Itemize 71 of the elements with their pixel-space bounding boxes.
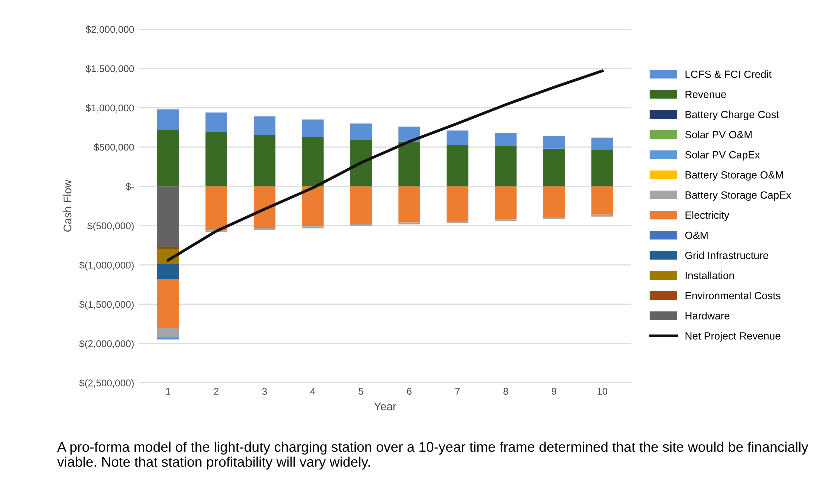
bar xyxy=(254,116,276,136)
bar xyxy=(350,186,372,224)
y-tick-label: $1,000,000 xyxy=(86,104,134,113)
bar xyxy=(157,264,180,280)
legend-label: Hardware xyxy=(686,312,730,320)
bar xyxy=(592,138,614,150)
bar xyxy=(350,124,372,140)
bar xyxy=(592,186,614,215)
y-tick-label: $2,000,000 xyxy=(86,26,134,34)
bar xyxy=(206,132,228,187)
y-tick-label: $500,000 xyxy=(94,144,134,152)
bar xyxy=(302,120,324,138)
bar xyxy=(157,337,180,340)
bar xyxy=(350,140,372,187)
y-tick-label: $- xyxy=(126,182,134,191)
y-axis-title: Cash Flow xyxy=(64,180,72,232)
bar xyxy=(157,328,180,338)
legend-label: Installation xyxy=(686,272,734,280)
bar xyxy=(495,133,517,147)
x-tick-label: 3 xyxy=(262,388,268,395)
legend-label: Battery Charge Cost xyxy=(686,110,780,121)
y-tick-label: $1,500,000 xyxy=(86,65,134,74)
bar xyxy=(592,150,614,187)
bar xyxy=(254,136,276,187)
bar xyxy=(446,144,469,187)
legend-label: Environmental Costs xyxy=(686,292,781,300)
bar xyxy=(157,279,180,328)
bar xyxy=(495,186,517,220)
bar xyxy=(543,186,566,218)
x-tick-label: 10 xyxy=(598,388,608,395)
x-tick-label: 6 xyxy=(407,388,412,395)
legend-label: Grid Infrastructure xyxy=(686,252,768,260)
bar xyxy=(398,142,420,187)
legend-label: Net Project Revenue xyxy=(686,332,781,342)
x-tick-label: 1 xyxy=(166,388,171,395)
bar xyxy=(446,130,469,145)
y-tick-label: $(1,500,000) xyxy=(80,300,134,310)
bar xyxy=(157,110,180,130)
legend-label: Solar PV CapEx xyxy=(685,151,760,161)
x-tick-label: 7 xyxy=(456,388,460,395)
bar xyxy=(254,186,276,228)
bar xyxy=(543,136,566,149)
legend-label: Solar PV O&M xyxy=(685,130,752,139)
legend-label: Electricity xyxy=(686,211,730,222)
text: A pro-forma model of the light-duty charging station over a 10-year time frame determined that the site would be financially viable. Note that station profitability will vary widely. xyxy=(57,442,809,470)
bar xyxy=(157,130,180,187)
bar xyxy=(302,186,324,227)
legend-label: LCFS & FCI Credit xyxy=(686,70,772,78)
x-tick-label: 5 xyxy=(358,388,364,395)
bar xyxy=(543,148,566,187)
x-tick-label: 2 xyxy=(214,388,219,395)
bar xyxy=(302,137,324,187)
x-tick-label: 9 xyxy=(552,388,556,395)
y-tick-label: $(2,500,000) xyxy=(80,379,134,389)
line-series xyxy=(166,70,604,262)
x-axis-title: Year xyxy=(374,402,396,411)
x-tick-label: 4 xyxy=(310,388,316,395)
bar xyxy=(157,186,180,248)
legend-label: Battery Storage CapEx xyxy=(686,192,792,202)
legend-label: Battery Storage O&M xyxy=(686,171,784,181)
bar xyxy=(446,186,469,222)
y-tick-label: $(2,000,000) xyxy=(80,340,134,350)
bar xyxy=(398,186,420,223)
y-tick-label: $(500,000) xyxy=(88,222,134,232)
legend-label: O&M xyxy=(685,232,708,240)
bar xyxy=(206,112,228,132)
x-tick-label: 8 xyxy=(504,388,508,395)
y-tick-label: $(1,000,000) xyxy=(80,262,134,271)
bar xyxy=(206,186,228,231)
bar xyxy=(495,146,517,187)
legend-label: Revenue xyxy=(686,91,726,98)
